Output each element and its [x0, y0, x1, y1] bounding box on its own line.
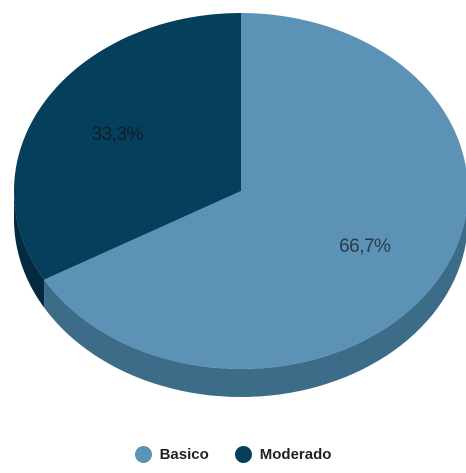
pie-slice-moderado[interactable] [13, 12, 241, 280]
pie-side-basico [44, 214, 466, 397]
chart-legend: Basico Moderado [0, 446, 466, 463]
legend-label-moderado: Moderado [259, 446, 332, 463]
pie-side-moderado [14, 191, 45, 308]
legend-item-basico[interactable]: Basico [134, 446, 209, 463]
legend-swatch-basico [134, 446, 152, 463]
pie-label-basico: 66,7% [339, 236, 391, 257]
pie-label-moderado: 33,3% [92, 124, 144, 145]
pie-slice-basico[interactable] [44, 13, 466, 369]
legend-label-basico: Basico [159, 446, 209, 463]
legend-swatch-moderado [234, 446, 252, 463]
pie-chart-svg: 66,7% 33,3% [13, 12, 466, 397]
legend-item-moderado[interactable]: Moderado [234, 446, 332, 463]
